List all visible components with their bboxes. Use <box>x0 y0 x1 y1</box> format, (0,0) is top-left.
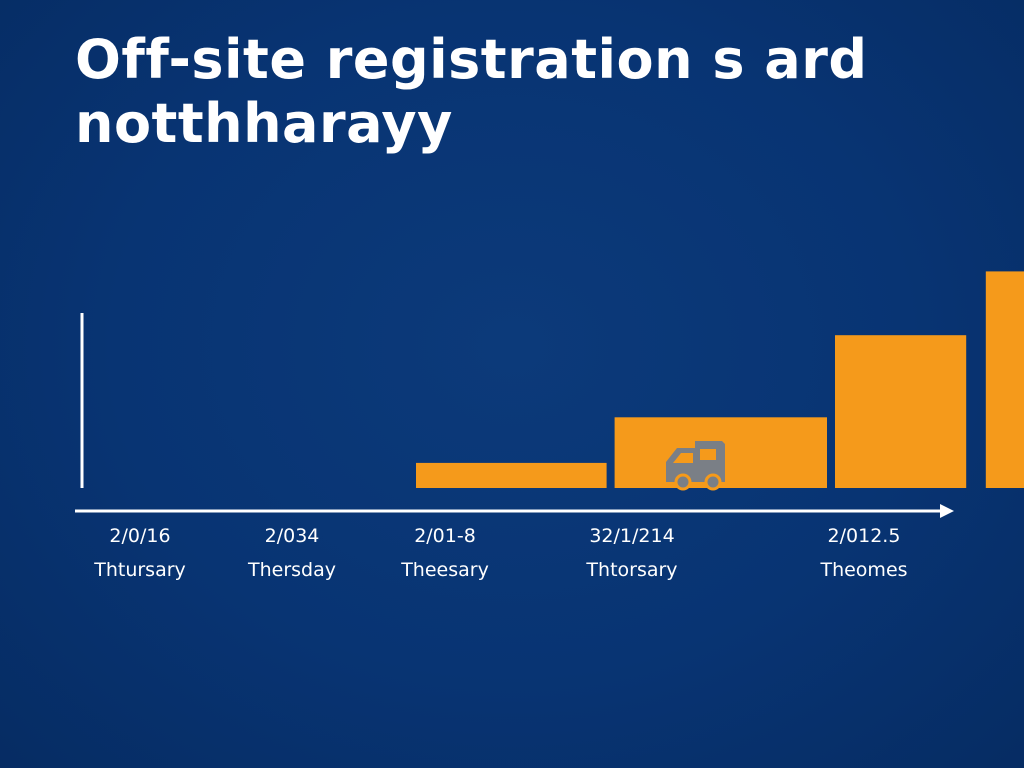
x-tick-day-2: Thersday <box>247 559 336 581</box>
x-tick-date-2: 2/034 <box>265 525 320 547</box>
bar-1 <box>416 462 607 488</box>
x-tick-date-5: 2/012.5 <box>828 525 901 547</box>
chart-title-line-1: Off-site registration s ard <box>75 28 868 91</box>
bar-4 <box>985 271 1024 488</box>
x-tick-day-5: Theomes <box>819 559 907 581</box>
x-tick-date-4: 32/1/214 <box>589 525 674 547</box>
x-axis-arrowhead <box>940 504 954 518</box>
x-tick-date-1: 2/0/16 <box>109 525 170 547</box>
truck-icon <box>666 441 725 491</box>
x-tick-labels: 2/0/16 Thtursary 2/034 Thersday 2/01-8 Theesa… <box>93 525 907 581</box>
x-tick-day-1: Thtursary <box>93 559 186 581</box>
bar-3 <box>835 335 967 488</box>
x-tick-date-3: 2/01-8 <box>414 525 476 547</box>
chart-title-line-2: notthharayy <box>75 92 453 155</box>
x-tick-day-3: Theesary <box>400 559 489 581</box>
chart-title: Off-site registration s ard notthharayy <box>75 28 975 156</box>
x-tick-day-4: Thtorsary <box>585 559 677 581</box>
